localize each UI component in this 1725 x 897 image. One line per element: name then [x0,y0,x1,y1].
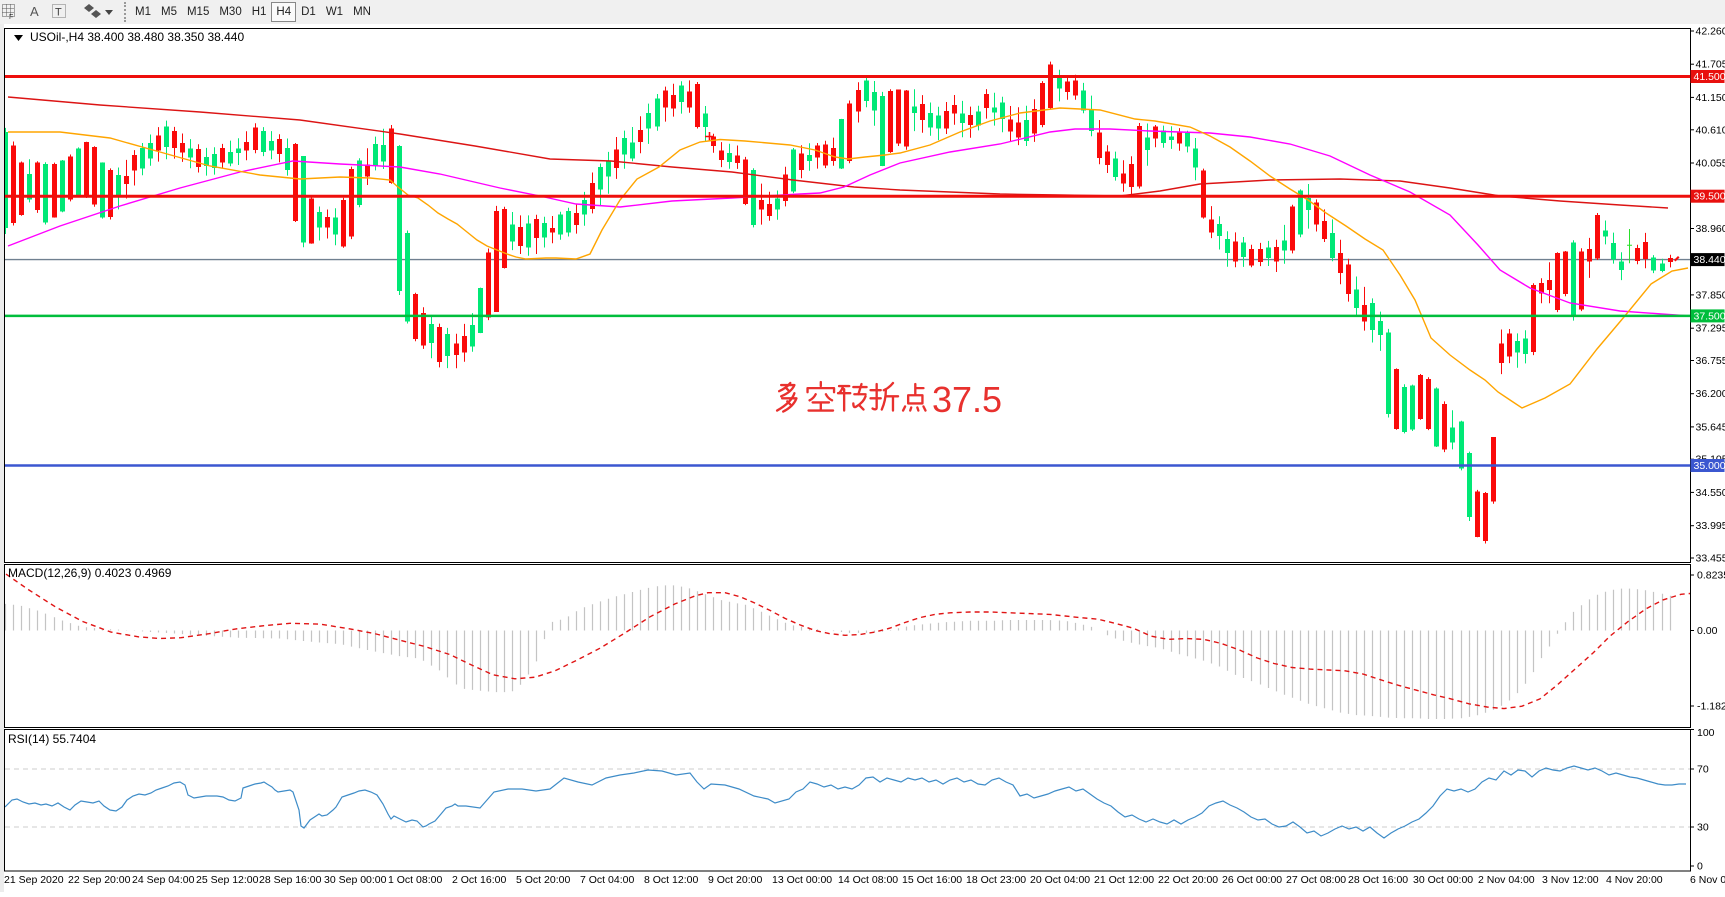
svg-text:F: F [9,14,13,21]
svg-text:9 Oct 20:00: 9 Oct 20:00 [708,874,762,886]
svg-text:37.5: 37.5 [932,379,1002,420]
svg-text:41.500: 41.500 [1694,71,1725,83]
svg-text:41.150: 41.150 [1696,92,1725,104]
svg-text:8 Oct 12:00: 8 Oct 12:00 [644,874,698,886]
svg-text:20 Oct 04:00: 20 Oct 04:00 [1030,874,1090,886]
svg-text:MACD(12,26,9) 0.4023 0.4969: MACD(12,26,9) 0.4023 0.4969 [8,566,172,580]
svg-text:36.200: 36.200 [1696,388,1725,400]
svg-text:35.645: 35.645 [1696,421,1725,433]
svg-text:0.8235: 0.8235 [1697,570,1725,582]
svg-text:0: 0 [1697,861,1703,873]
svg-text:30: 30 [1697,822,1709,834]
svg-text:13 Oct 00:00: 13 Oct 00:00 [772,874,832,886]
svg-text:40.610: 40.610 [1696,124,1725,136]
svg-text:22 Sep 20:00: 22 Sep 20:00 [68,874,131,886]
svg-text:5 Oct 20:00: 5 Oct 20:00 [516,874,570,886]
svg-text:7 Oct 04:00: 7 Oct 04:00 [580,874,634,886]
svg-text:21 Oct 12:00: 21 Oct 12:00 [1094,874,1154,886]
svg-text:38.440: 38.440 [1694,254,1725,266]
svg-text:33.995: 33.995 [1696,520,1725,532]
svg-text:42.260: 42.260 [1696,26,1725,38]
svg-text:26 Oct 00:00: 26 Oct 00:00 [1222,874,1282,886]
svg-text:30 Sep 00:00: 30 Sep 00:00 [324,874,387,886]
svg-text:RSI(14) 55.7404: RSI(14) 55.7404 [8,732,96,746]
svg-text:40.055: 40.055 [1696,158,1725,170]
svg-text:15 Oct 16:00: 15 Oct 16:00 [902,874,962,886]
svg-text:22 Oct 20:00: 22 Oct 20:00 [1158,874,1218,886]
svg-text:33.455: 33.455 [1696,553,1725,565]
svg-text:70: 70 [1697,764,1709,776]
svg-text:18 Oct 23:00: 18 Oct 23:00 [966,874,1026,886]
svg-text:3 Nov 12:00: 3 Nov 12:00 [1542,874,1599,886]
svg-text:1 Oct 08:00: 1 Oct 08:00 [388,874,442,886]
svg-text:USOil-,H4 38.400 38.480 38.35: USOil-,H4 38.400 38.480 38.350 38.440 [30,30,244,44]
svg-text:35.000: 35.000 [1694,460,1725,472]
svg-text:T: T [55,7,62,19]
svg-text:28 Oct 16:00: 28 Oct 16:00 [1348,874,1408,886]
svg-text:34.550: 34.550 [1696,487,1725,499]
svg-text:A: A [30,4,39,19]
svg-text:24 Sep 04:00: 24 Sep 04:00 [132,874,195,886]
svg-text:-1.1826: -1.1826 [1697,701,1725,713]
svg-text:39.500: 39.500 [1694,191,1725,203]
svg-text:14 Oct 08:00: 14 Oct 08:00 [838,874,898,886]
svg-text:27 Oct 08:00: 27 Oct 08:00 [1286,874,1346,886]
svg-text:37.850: 37.850 [1696,289,1725,301]
svg-text:41.705: 41.705 [1696,59,1725,71]
svg-text:25 Sep 12:00: 25 Sep 12:00 [196,874,259,886]
svg-text:2 Nov 04:00: 2 Nov 04:00 [1478,874,1535,886]
svg-text:28 Sep 16:00: 28 Sep 16:00 [259,874,322,886]
svg-text:0.00: 0.00 [1697,625,1718,637]
svg-text:2 Oct 16:00: 2 Oct 16:00 [452,874,506,886]
svg-text:21 Sep 2020: 21 Sep 2020 [4,874,64,886]
svg-text:4 Nov 20:00: 4 Nov 20:00 [1606,874,1663,886]
svg-text:30 Oct 00:00: 30 Oct 00:00 [1413,874,1473,886]
svg-text:100: 100 [1697,727,1715,739]
svg-text:36.755: 36.755 [1696,355,1725,367]
svg-text:6 Nov 00:00: 6 Nov 00:00 [1690,874,1725,886]
svg-text:38.960: 38.960 [1696,223,1725,235]
svg-text:37.500: 37.500 [1694,310,1725,322]
svg-text:37.295: 37.295 [1696,323,1725,335]
